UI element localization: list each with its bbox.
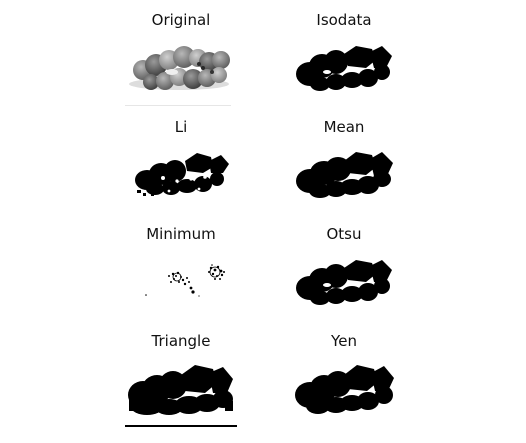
li-mask <box>135 153 229 196</box>
minimum-mask <box>145 264 225 297</box>
original-image <box>125 46 231 106</box>
panel-minimum: Minimum <box>81 216 281 323</box>
panel-original: Original <box>81 2 281 109</box>
panel-title: Triangle <box>151 332 211 350</box>
panel-title: Li <box>174 118 188 136</box>
panel-title: Yen <box>331 332 357 350</box>
triangle-mask <box>125 365 237 427</box>
panel-mean: Mean <box>244 109 444 216</box>
isodata-mask <box>296 46 392 91</box>
panel-isodata: Isodata <box>244 2 444 109</box>
panel-li: Li <box>81 109 281 216</box>
panel-otsu: Otsu <box>244 216 444 323</box>
panel-triangle: Triangle <box>81 323 281 430</box>
yen-mask <box>295 365 394 414</box>
otsu-mask <box>296 260 392 305</box>
panel-title: Minimum <box>146 225 216 243</box>
panel-title: Mean <box>323 118 365 136</box>
panel-title: Isodata <box>316 11 372 29</box>
panel-yen: Yen <box>244 323 444 430</box>
mean-mask <box>296 152 393 198</box>
panel-title: Otsu <box>326 225 362 243</box>
panel-title: Original <box>151 11 211 29</box>
